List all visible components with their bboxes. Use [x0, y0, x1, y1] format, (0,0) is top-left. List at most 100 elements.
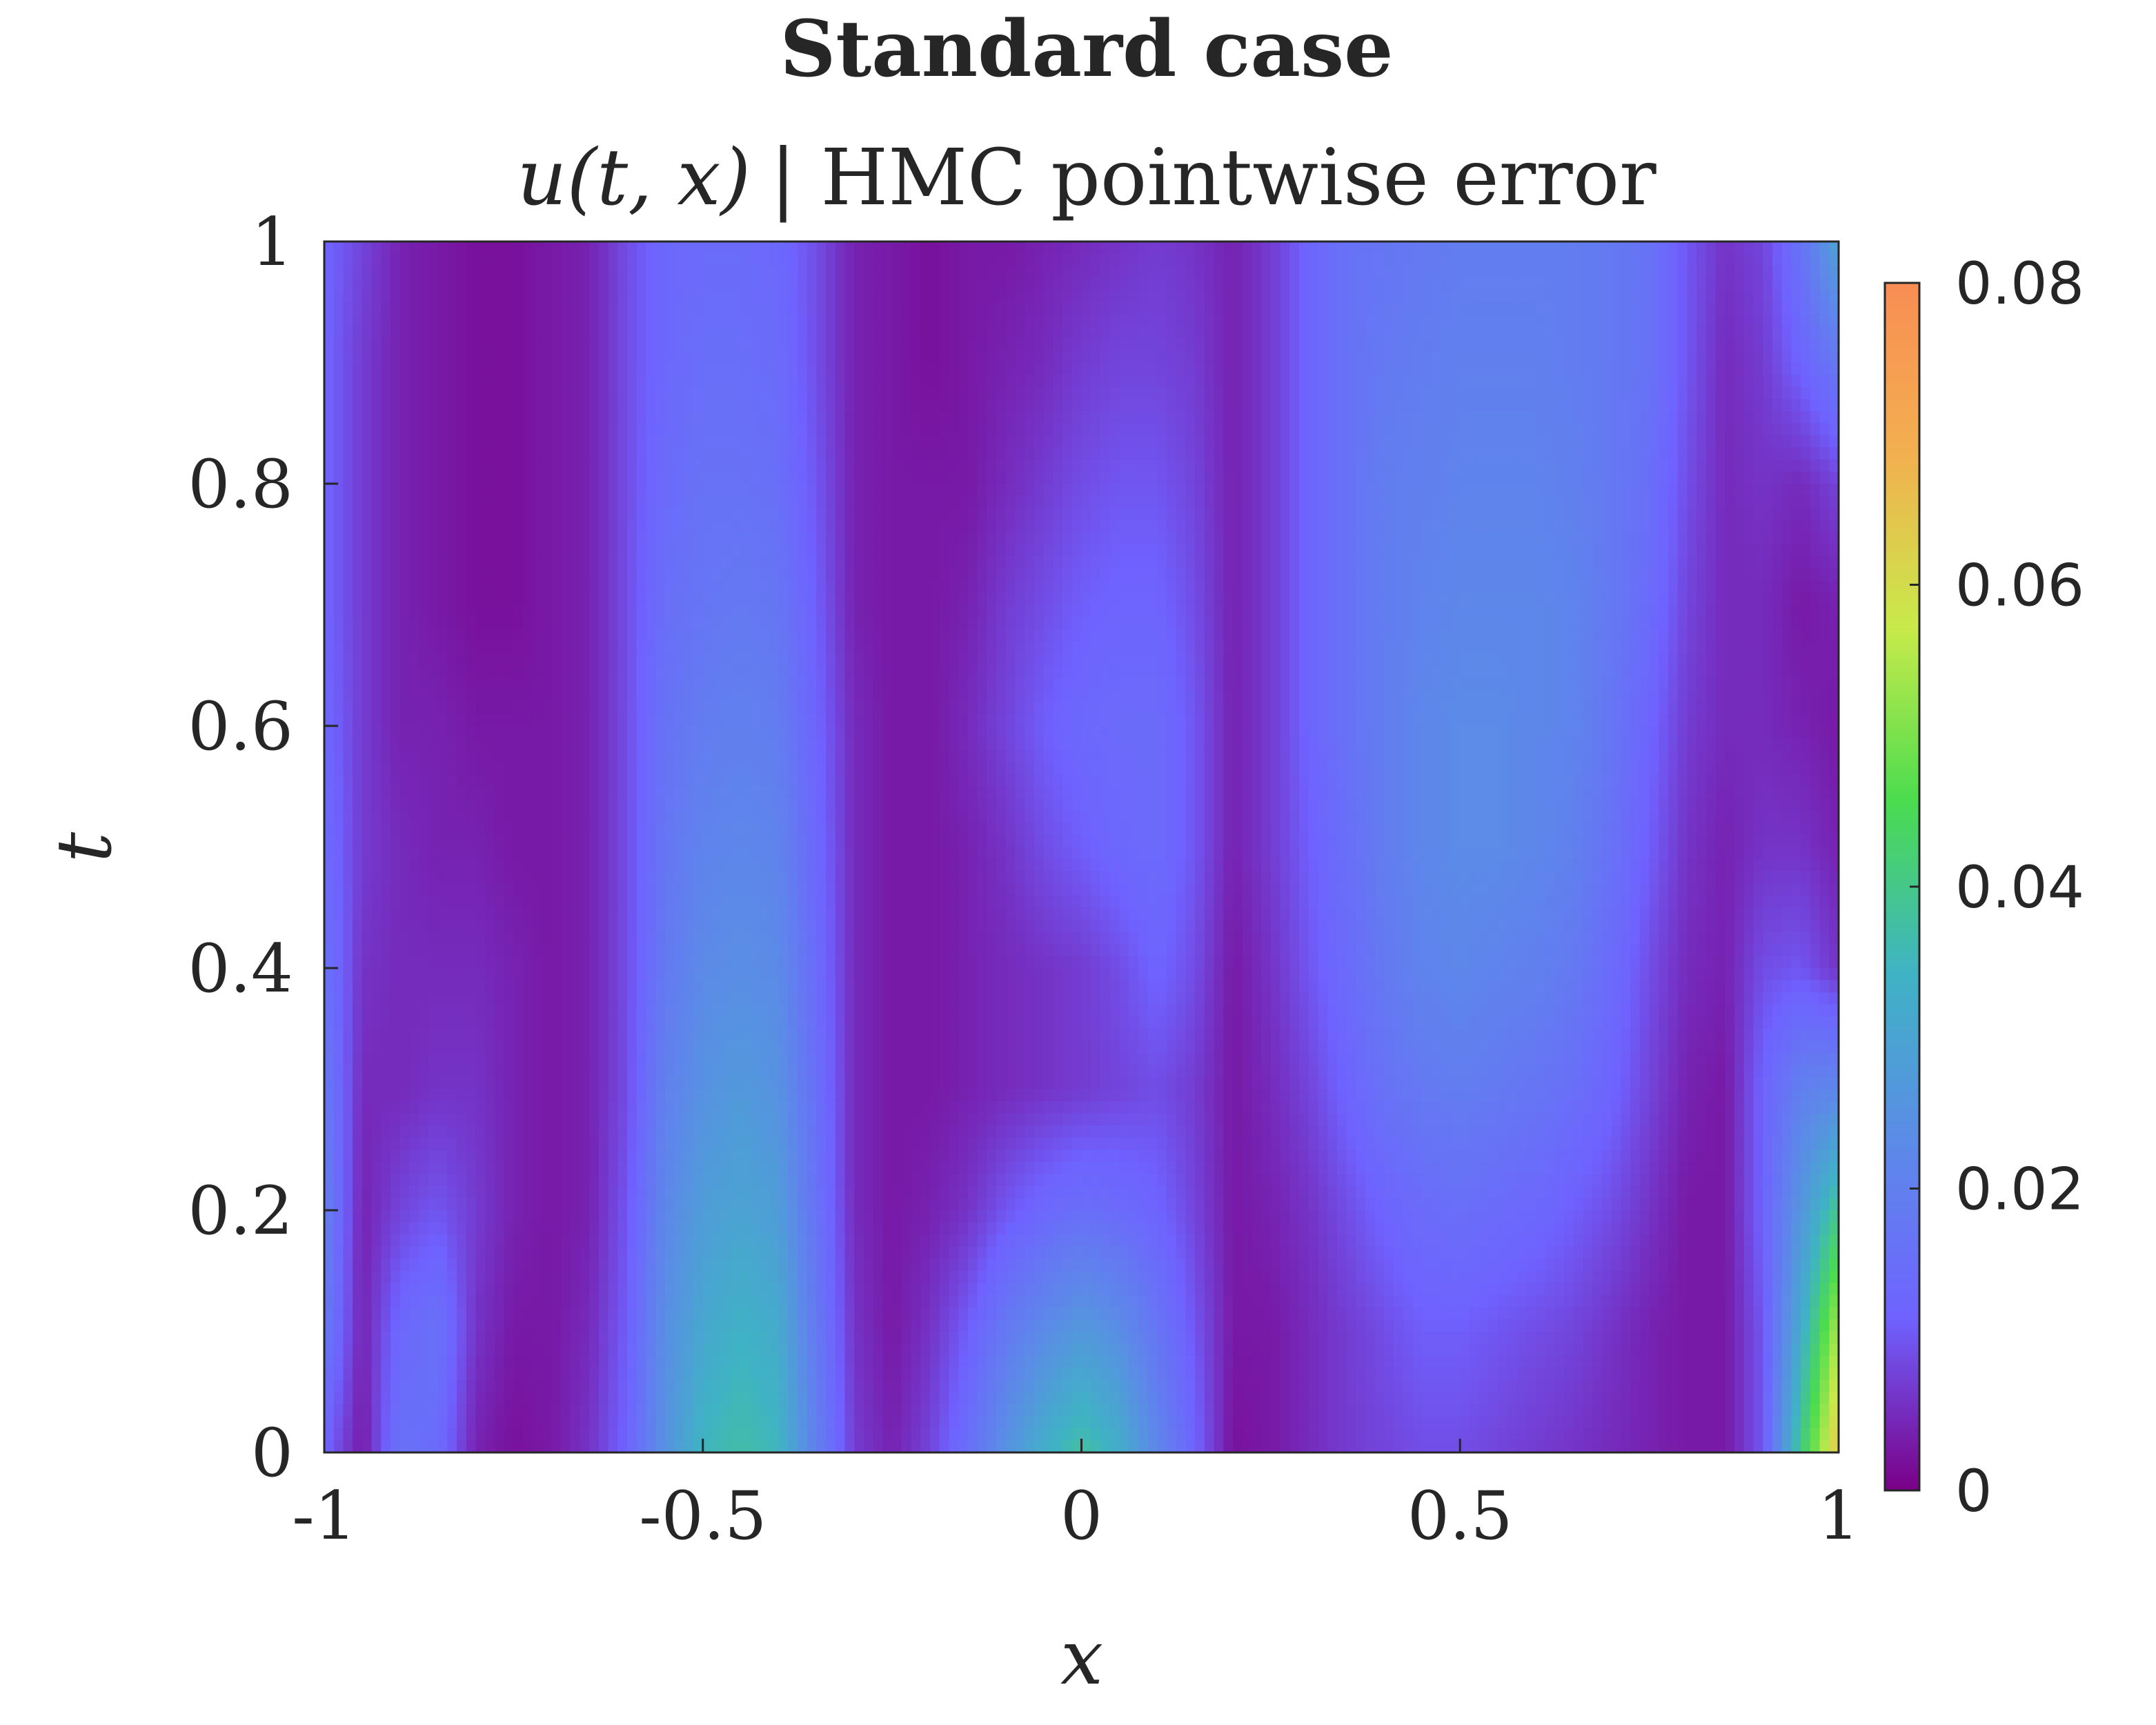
heatmap-cell: [1791, 277, 1801, 290]
heatmap-cell: [760, 362, 770, 375]
heatmap-cell: [1705, 556, 1717, 569]
heatmap-cell: [1280, 508, 1291, 521]
heatmap-cell: [1129, 580, 1139, 593]
heatmap-cell: [1025, 277, 1035, 290]
heatmap-cell: [882, 338, 893, 351]
heatmap-cell: [1119, 447, 1129, 460]
heatmap-cell: [1252, 604, 1262, 618]
heatmap-cell: [967, 277, 978, 290]
heatmap-cell: [608, 375, 619, 388]
heatmap-cell: [1649, 362, 1660, 375]
heatmap-cell: [892, 253, 902, 266]
heatmap-cell: [1365, 302, 1376, 315]
heatmap-cell: [664, 241, 675, 255]
heatmap-cell: [560, 532, 571, 545]
heatmap-cell: [1412, 556, 1423, 569]
heatmap-cell: [1516, 338, 1527, 351]
heatmap-cell: [428, 447, 439, 460]
heatmap-cell: [353, 314, 363, 327]
heatmap-cell: [608, 302, 619, 315]
heatmap-cell: [617, 386, 628, 400]
heatmap-cell: [1195, 423, 1205, 436]
heatmap-cell: [1091, 241, 1101, 255]
heatmap-cell: [901, 386, 912, 400]
heatmap-cell: [371, 338, 382, 351]
heatmap-cell: [1753, 266, 1764, 279]
heatmap-cell: [722, 314, 732, 327]
heatmap-cell: [797, 604, 808, 618]
heatmap-cell: [1621, 447, 1631, 460]
heatmap-cell: [1166, 253, 1177, 266]
heatmap-cell: [1488, 604, 1499, 618]
heatmap-cell: [844, 495, 856, 509]
heatmap-cell: [702, 277, 713, 290]
heatmap-cell: [1053, 556, 1063, 569]
heatmap-cell: [1138, 277, 1149, 290]
heatmap-cell: [930, 447, 940, 460]
heatmap-cell: [371, 580, 382, 593]
heatmap-cell: [1270, 253, 1281, 266]
heatmap-cell: [1460, 302, 1470, 315]
heatmap-cell: [996, 556, 1007, 569]
heatmap-cell: [1763, 435, 1773, 448]
heatmap-cell: [807, 350, 818, 364]
heatmap-cell: [1081, 302, 1092, 315]
heatmap-cell: [1242, 423, 1253, 436]
heatmap-cell: [1289, 459, 1300, 473]
heatmap-cell: [1583, 568, 1594, 582]
heatmap-cell: [1715, 253, 1726, 266]
heatmap-cell: [996, 411, 1007, 424]
heatmap-cell: [457, 484, 467, 497]
heatmap-cell: [901, 399, 912, 412]
heatmap-cell: [901, 459, 912, 473]
heatmap-cell: [1374, 447, 1385, 460]
heatmap-cell: [835, 253, 846, 266]
heatmap-cell: [1611, 338, 1622, 351]
heatmap-cell: [419, 290, 429, 303]
heatmap-cell: [1781, 592, 1792, 606]
heatmap-cell: [1403, 568, 1414, 582]
heatmap-cell: [1384, 375, 1395, 388]
heatmap-cell: [1034, 435, 1045, 448]
heatmap-cell: [428, 617, 439, 630]
heatmap-cell: [1734, 241, 1745, 255]
heatmap-cell: [930, 592, 940, 606]
heatmap-cell: [1753, 350, 1764, 364]
heatmap-cell: [1005, 423, 1016, 436]
heatmap-cell: [1432, 386, 1442, 400]
heatmap-cell: [655, 495, 666, 509]
heatmap-cell: [646, 471, 656, 484]
heatmap-cell: [1697, 302, 1707, 315]
heatmap-cell: [1498, 338, 1508, 351]
heatmap-cell: [1602, 314, 1612, 327]
heatmap-cell: [1384, 532, 1395, 545]
heatmap-cell: [504, 544, 515, 558]
heatmap-cell: [901, 520, 912, 533]
heatmap-cell: [1053, 495, 1063, 509]
heatmap-cell: [882, 580, 893, 593]
heatmap-cell: [930, 435, 940, 448]
heatmap-cell: [1564, 350, 1574, 364]
heatmap-cell: [1763, 544, 1773, 558]
heatmap-cell: [333, 290, 344, 303]
heatmap-cell: [722, 495, 732, 509]
heatmap-cell: [1592, 604, 1603, 618]
heatmap-cell: [1015, 556, 1025, 569]
heatmap-cell: [353, 592, 363, 606]
heatmap-cell: [987, 386, 997, 400]
heatmap-cell: [1336, 411, 1347, 424]
heatmap-cell: [551, 568, 562, 582]
heatmap-cell: [1365, 568, 1376, 582]
heatmap-cell: [1536, 253, 1546, 266]
heatmap-cell: [1432, 362, 1442, 375]
heatmap-cell: [1147, 532, 1158, 545]
heatmap-cell: [1488, 411, 1499, 424]
heatmap-cell: [882, 314, 893, 327]
heatmap-cell: [343, 520, 353, 533]
heatmap-cell: [1394, 314, 1404, 327]
heatmap-cell: [513, 592, 524, 606]
heatmap-cell: [1289, 277, 1300, 290]
heatmap-cell: [1441, 350, 1452, 364]
heatmap-cell: [1252, 302, 1262, 315]
heatmap-cell: [1810, 459, 1821, 473]
